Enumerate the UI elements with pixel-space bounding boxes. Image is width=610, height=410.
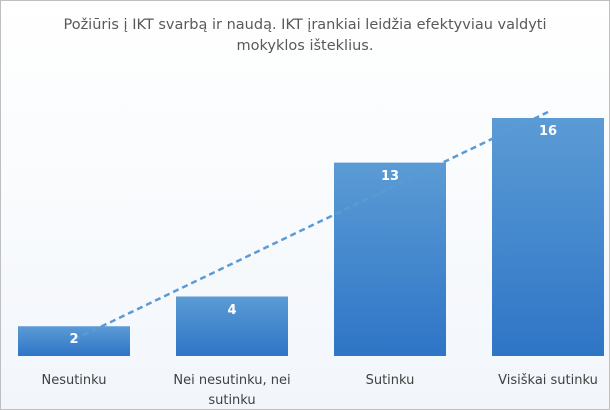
x-tick-label: Nei nesutinku, nei sutinku (173, 373, 291, 408)
bar (334, 162, 446, 356)
data-label: 13 (380, 168, 400, 184)
chart-title: Požiūris į IKT svarbą ir naudą. IKT įran… (63, 17, 547, 54)
data-label: 4 (227, 302, 237, 318)
bar (492, 118, 604, 356)
x-tick-label: Nesutinku (41, 373, 107, 388)
data-label: 16 (538, 124, 558, 139)
data-label: 2 (69, 332, 79, 348)
bar (18, 326, 130, 356)
bar (176, 296, 288, 356)
trendline (73, 110, 549, 341)
x-tick-label: Visiškai sutinku (498, 373, 598, 388)
x-tick-label: Sutinku (365, 373, 415, 388)
